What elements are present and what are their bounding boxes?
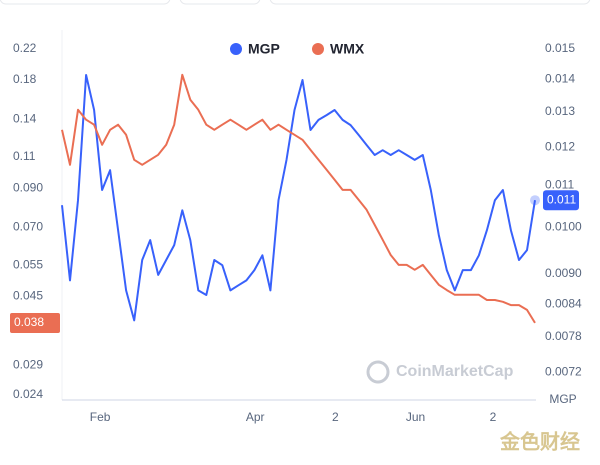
line	[61, 73, 536, 324]
current-label: 0.011	[547, 192, 576, 206]
y2-tick-label: 0.0072	[545, 364, 582, 378]
current-label: 0.038	[14, 315, 44, 329]
y-tick-label: 0.024	[13, 387, 43, 401]
y2-tick-label: 0.0078	[545, 329, 582, 343]
legend-label: MGP	[248, 41, 280, 57]
current-tag	[543, 190, 579, 211]
x-tick-label: Apr	[246, 410, 265, 424]
watermark: CoinMarketCap	[396, 363, 514, 380]
y2-tick-label: 0.012	[545, 139, 575, 153]
y2-tick-label: 0.011	[545, 178, 574, 192]
y-tick-label: 0.22	[13, 41, 37, 55]
y2-tick-label: 0.0090	[545, 266, 582, 280]
y2-tick-label: 0.0084	[545, 297, 582, 311]
corner-watermark: 金色财经	[499, 429, 580, 453]
x-tick-label: 2	[490, 410, 497, 424]
y2-tick-label: 0.013	[545, 104, 575, 118]
tab[interactable]	[269, 0, 591, 5]
y-tick-label: 0.18	[13, 72, 37, 86]
legend-swatch	[230, 43, 242, 55]
watermark-logo	[366, 360, 390, 384]
y-tick-label: 0.029	[13, 357, 43, 371]
y2-tick-label: 0.0100	[545, 220, 582, 234]
x-tick-label: Feb	[90, 410, 111, 424]
y-tick-label: 0.070	[13, 220, 43, 234]
y-tick-label: 0.11	[13, 149, 36, 163]
y-tick-label: 0.045	[13, 289, 43, 303]
tab[interactable]	[179, 0, 261, 5]
y2-axis-label: MGP	[549, 392, 576, 406]
legend-label: WMX	[330, 41, 365, 57]
y-tick-label: 0.055	[13, 257, 43, 271]
y2-tick-label: 0.014	[545, 72, 575, 86]
line	[61, 74, 536, 322]
x-tick-label: Jun	[406, 410, 425, 424]
y2-tick-label: 0.015	[545, 41, 575, 55]
current-tag	[10, 312, 60, 333]
x-tick-label: 2	[332, 410, 339, 424]
tab[interactable]	[0, 0, 171, 5]
y-tick-label: 0.14	[13, 111, 37, 125]
y-tick-label: 0.090	[13, 180, 43, 194]
last-point	[530, 195, 540, 206]
legend-swatch	[312, 43, 324, 55]
